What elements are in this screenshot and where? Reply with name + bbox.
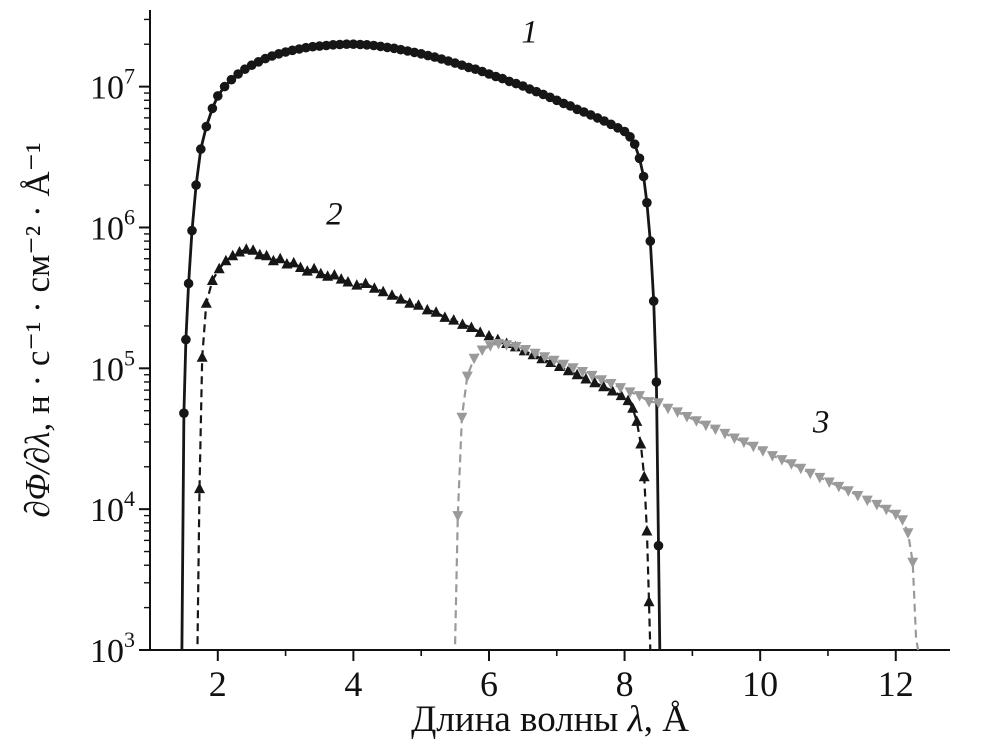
x-tick-label: 10 [742, 664, 778, 704]
x-tick-label: 8 [616, 664, 634, 704]
curve-label-2: 2 [326, 196, 343, 232]
y-axis-label-units: н · с⁻¹ · см⁻² · Å⁻¹ [18, 142, 57, 423]
y-axis-label-math: ∂Φ/∂λ, [18, 422, 57, 518]
x-axis-label-text: Длина волны [411, 699, 628, 740]
y-tick-label: 106 [90, 204, 135, 247]
x-axis-label-units: , Å [643, 699, 689, 740]
series-1 [179, 39, 664, 651]
x-tick-label: 2 [209, 664, 227, 704]
series-2 [194, 243, 655, 651]
lambda-symbol: λ [627, 699, 644, 740]
y-axis-label: ∂Φ/∂λ, н · с⁻¹ · см⁻² · Å⁻¹ [18, 142, 58, 517]
y-tick-label: 103 [90, 627, 135, 670]
x-tick-label: 12 [878, 664, 914, 704]
x-axis-label: Длина волны λ, Å [150, 698, 950, 741]
y-tick-label: 107 [90, 64, 135, 107]
curve-label-3: 3 [812, 405, 830, 441]
series-3 [452, 339, 920, 651]
curve-label-1: 1 [521, 15, 538, 51]
x-tick-label: 4 [344, 664, 362, 704]
y-tick-label: 104 [90, 486, 135, 529]
y-tick-label: 105 [90, 345, 135, 388]
x-tick-label: 6 [480, 664, 498, 704]
